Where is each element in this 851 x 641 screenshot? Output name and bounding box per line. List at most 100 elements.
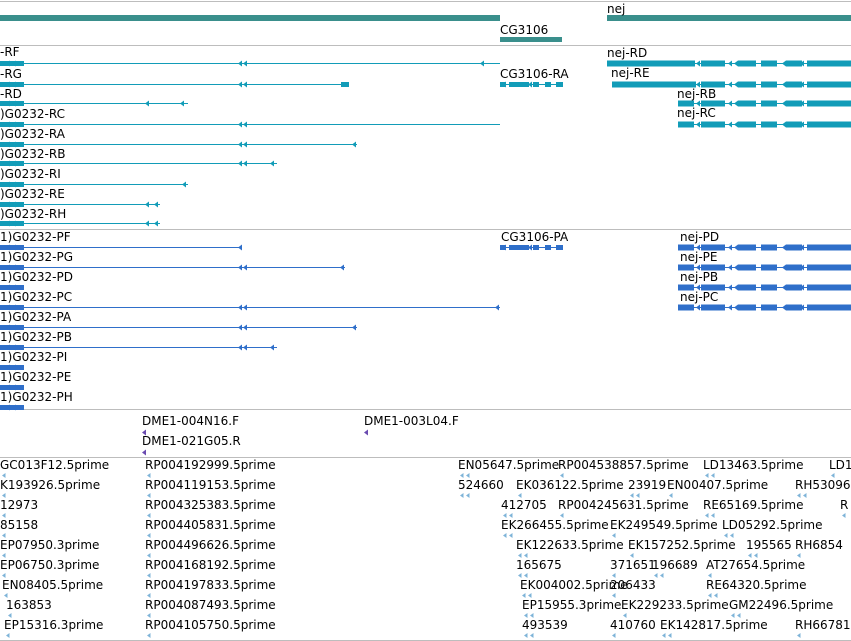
- est-label[interactable]: LD1: [829, 458, 851, 472]
- est-label[interactable]: RH66781: [795, 618, 851, 632]
- clone-label[interactable]: DME1-004N16.F: [142, 414, 240, 428]
- est-label[interactable]: 371651: [610, 558, 656, 572]
- est-label[interactable]: EK122633.5prime: [516, 538, 624, 552]
- est-label[interactable]: EP15955.3prime: [522, 598, 622, 612]
- est-label[interactable]: 524660: [458, 478, 504, 492]
- protein-label-cg3106-pa[interactable]: CG3106-PA: [501, 230, 569, 244]
- est-label[interactable]: K193926.5prime: [0, 478, 101, 492]
- est-label[interactable]: RE64320.5prime: [706, 578, 807, 592]
- transcript-label[interactable]: -RD: [0, 87, 22, 101]
- exon-box: [678, 244, 694, 251]
- strand-arrow: [12, 141, 16, 148]
- protein-label[interactable]: nej-PB: [680, 270, 719, 284]
- est-label[interactable]: EN05647.5prime: [458, 458, 560, 472]
- transcript-label[interactable]: nej-RE: [611, 66, 650, 80]
- transcript-label[interactable]: nej-RC: [677, 106, 716, 120]
- transcript-label[interactable]: nej-RD: [607, 46, 648, 60]
- protein-label[interactable]: 1)G0232-PG: [0, 250, 74, 264]
- est-marker: [147, 613, 151, 618]
- est-label[interactable]: 12973: [0, 498, 39, 512]
- est-label[interactable]: EK266455.5prime: [501, 518, 609, 532]
- est-label[interactable]: 85158: [0, 518, 39, 532]
- est-label[interactable]: RH53096: [795, 478, 851, 492]
- est-label[interactable]: EK036122.5prime: [516, 478, 624, 492]
- est-label[interactable]: GC013F12.5prime: [0, 458, 110, 472]
- exon-box: [678, 284, 694, 291]
- strand-arrow: [800, 60, 804, 67]
- gene-label-cg3106[interactable]: CG3106: [500, 23, 549, 37]
- est-marker: [147, 473, 151, 478]
- est-label[interactable]: GM22496.5prime: [729, 598, 834, 612]
- est-label[interactable]: LD13463.5prime: [703, 458, 804, 472]
- est-label[interactable]: RP004245631.5prime: [558, 498, 689, 512]
- est-label[interactable]: RP004119153.5prime: [145, 478, 276, 492]
- est-label[interactable]: R: [840, 498, 849, 512]
- est-label[interactable]: RP004168192.5prime: [145, 558, 276, 572]
- protein-label[interactable]: 1)G0232-PD: [0, 270, 73, 284]
- transcript-label[interactable]: )G0232-RI: [0, 167, 61, 181]
- protein-label[interactable]: 1)G0232-PB: [0, 330, 72, 344]
- exon-box: [701, 304, 725, 311]
- est-label[interactable]: EK142817.5prime: [660, 618, 768, 632]
- est-label[interactable]: EP07950.3prime: [0, 538, 100, 552]
- protein-label[interactable]: 1)G0232-PF: [0, 230, 71, 244]
- est-marker: [503, 533, 507, 538]
- est-label[interactable]: 493539: [522, 618, 568, 632]
- transcript-label[interactable]: )G0232-RE: [0, 187, 65, 201]
- protein-label[interactable]: 1)G0232-PI: [0, 350, 68, 364]
- est-label[interactable]: RE65169.5prime: [703, 498, 804, 512]
- est-label[interactable]: 412705: [501, 498, 547, 512]
- est-label[interactable]: RP004405831.5prime: [145, 518, 276, 532]
- transcript-label-cg3106-ra[interactable]: CG3106-RA: [500, 67, 569, 81]
- protein-label[interactable]: nej-PD: [680, 230, 720, 244]
- est-label[interactable]: RP004087493.5prime: [145, 598, 276, 612]
- transcript-label[interactable]: )G0232-RA: [0, 127, 65, 141]
- protein-label[interactable]: 1)G0232-PC: [0, 290, 73, 304]
- est-label[interactable]: 206433: [610, 578, 656, 592]
- est-label[interactable]: 410760: [610, 618, 656, 632]
- est-label[interactable]: EP06750.3prime: [0, 558, 100, 572]
- strand-arrow: [12, 100, 16, 107]
- est-label[interactable]: RP004496626.5prime: [145, 538, 276, 552]
- transcript-label[interactable]: -RG: [0, 67, 22, 81]
- transcript-label[interactable]: -RF: [0, 45, 20, 59]
- est-label[interactable]: EK004002.5prime: [520, 578, 628, 592]
- transcript-label[interactable]: )G0232-RH: [0, 207, 67, 221]
- est-label[interactable]: LD05292.5prime: [722, 518, 823, 532]
- gene-label-nej[interactable]: nej: [607, 2, 626, 16]
- est-marker: [662, 633, 666, 638]
- est-label[interactable]: RH6854: [795, 538, 843, 552]
- est-label[interactable]: RP004538857.5prime: [558, 458, 689, 472]
- transcript-label[interactable]: nej-RB: [677, 87, 717, 101]
- protein-label[interactable]: nej-PC: [680, 290, 719, 304]
- protein-label[interactable]: nej-PE: [680, 250, 718, 264]
- strand-arrow: [728, 284, 732, 291]
- transcript-label[interactable]: )G0232-RB: [0, 147, 66, 161]
- est-marker: [708, 573, 712, 578]
- est-label[interactable]: AT27654.5prime: [706, 558, 806, 572]
- clone-marker: [364, 429, 368, 436]
- est-marker: [460, 473, 464, 478]
- est-label[interactable]: EK229233.5prime: [621, 598, 729, 612]
- clone-label[interactable]: DME1-003L04.F: [364, 414, 459, 428]
- est-label[interactable]: 165675: [516, 558, 562, 572]
- clone-label[interactable]: DME1-021G05.R: [142, 434, 241, 448]
- est-label[interactable]: RP004325383.5prime: [145, 498, 276, 512]
- est-label[interactable]: EN08405.5prime: [2, 578, 104, 592]
- est-label[interactable]: 195565: [746, 538, 792, 552]
- est-label[interactable]: EP15316.3prime: [4, 618, 104, 632]
- est-label[interactable]: EK249549.5prime: [610, 518, 718, 532]
- protein-label[interactable]: 1)G0232-PA: [0, 310, 72, 324]
- est-label[interactable]: 23919: [628, 478, 667, 492]
- transcript-label[interactable]: )G0232-RC: [0, 107, 65, 121]
- est-label[interactable]: EK157252.5prime: [628, 538, 736, 552]
- est-label[interactable]: 196689: [652, 558, 698, 572]
- strand-arrow: [495, 304, 499, 311]
- est-label[interactable]: RP004105750.5prime: [145, 618, 276, 632]
- protein-label[interactable]: 1)G0232-PE: [0, 370, 72, 384]
- est-label[interactable]: RP004192999.5prime: [145, 458, 276, 472]
- est-label[interactable]: EN00407.5prime: [667, 478, 769, 492]
- est-label[interactable]: RP004197833.5prime: [145, 578, 276, 592]
- protein-label[interactable]: 1)G0232-PH: [0, 390, 73, 404]
- est-label[interactable]: 163853: [6, 598, 52, 612]
